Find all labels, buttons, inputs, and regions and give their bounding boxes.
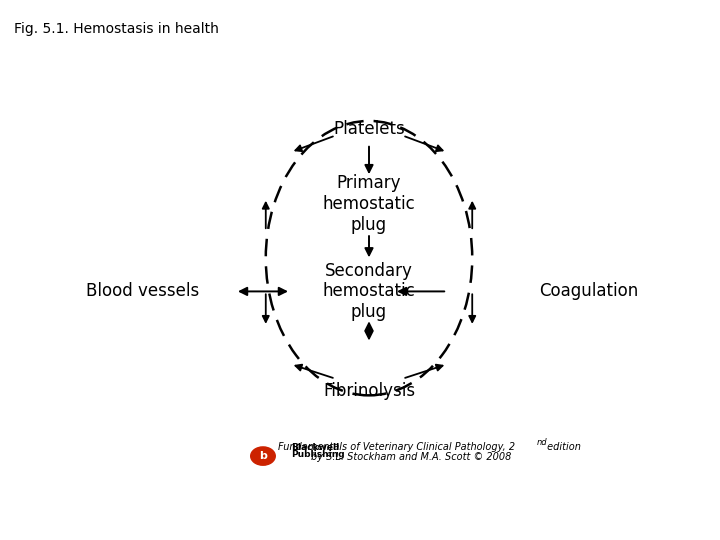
Text: nd: nd	[536, 438, 547, 447]
Text: Coagulation: Coagulation	[539, 282, 639, 300]
Text: edition: edition	[544, 442, 580, 453]
Text: Fig. 5.1. Hemostasis in health: Fig. 5.1. Hemostasis in health	[14, 22, 220, 36]
Text: b: b	[259, 451, 267, 461]
Text: Blood vessels: Blood vessels	[86, 282, 199, 300]
Text: Primary
hemostatic
plug: Primary hemostatic plug	[323, 174, 415, 234]
Text: Secondary
hemostatic
plug: Secondary hemostatic plug	[323, 261, 415, 321]
Text: Blackwell: Blackwell	[291, 443, 339, 452]
Circle shape	[251, 447, 275, 465]
Text: Publishing: Publishing	[291, 450, 344, 459]
Text: Platelets: Platelets	[333, 120, 405, 138]
Text: Fundamentals of Veterinary Clinical Pathology, 2: Fundamentals of Veterinary Clinical Path…	[279, 442, 516, 453]
Text: by S.L. Stockham and M.A. Scott © 2008: by S.L. Stockham and M.A. Scott © 2008	[310, 452, 511, 462]
Text: Fibrinolysis: Fibrinolysis	[323, 382, 415, 400]
